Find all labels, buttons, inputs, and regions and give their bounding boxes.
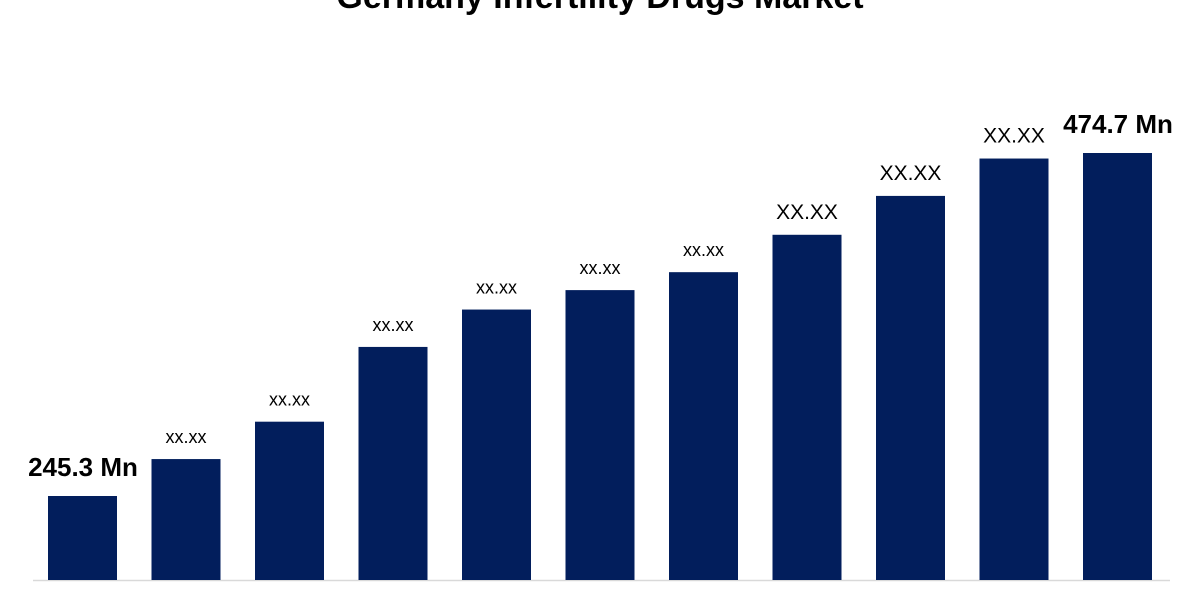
data-label-2: xx.xx bbox=[165, 427, 206, 447]
bar-7 bbox=[669, 272, 738, 580]
bar-4 bbox=[358, 346, 428, 580]
bar-10 bbox=[979, 158, 1049, 580]
bar-9 bbox=[876, 195, 945, 580]
data-label-10: XX.XX bbox=[983, 125, 1045, 148]
bar-2 bbox=[151, 459, 221, 580]
chart-title: Germany Infertility Drugs Market bbox=[0, 0, 1200, 17]
data-label-9: XX.XX bbox=[880, 162, 942, 185]
bar-6 bbox=[565, 290, 635, 580]
bar-5 bbox=[462, 309, 531, 580]
data-label-11: 474.7 Mn bbox=[1063, 109, 1173, 139]
data-label-6: xx.xx bbox=[579, 258, 620, 278]
data-label-7: xx.xx bbox=[683, 240, 724, 260]
bar-8 bbox=[772, 234, 842, 580]
data-label-3: xx.xx bbox=[269, 390, 310, 410]
bar-11 bbox=[1083, 153, 1152, 580]
data-label-1: 245.3 Mn bbox=[28, 452, 138, 482]
bar-1 bbox=[48, 496, 117, 580]
data-label-5: xx.xx bbox=[476, 278, 517, 298]
bar-3 bbox=[255, 421, 324, 580]
data-label-8: XX.XX bbox=[776, 201, 838, 224]
data-label-4: xx.xx bbox=[372, 315, 413, 335]
